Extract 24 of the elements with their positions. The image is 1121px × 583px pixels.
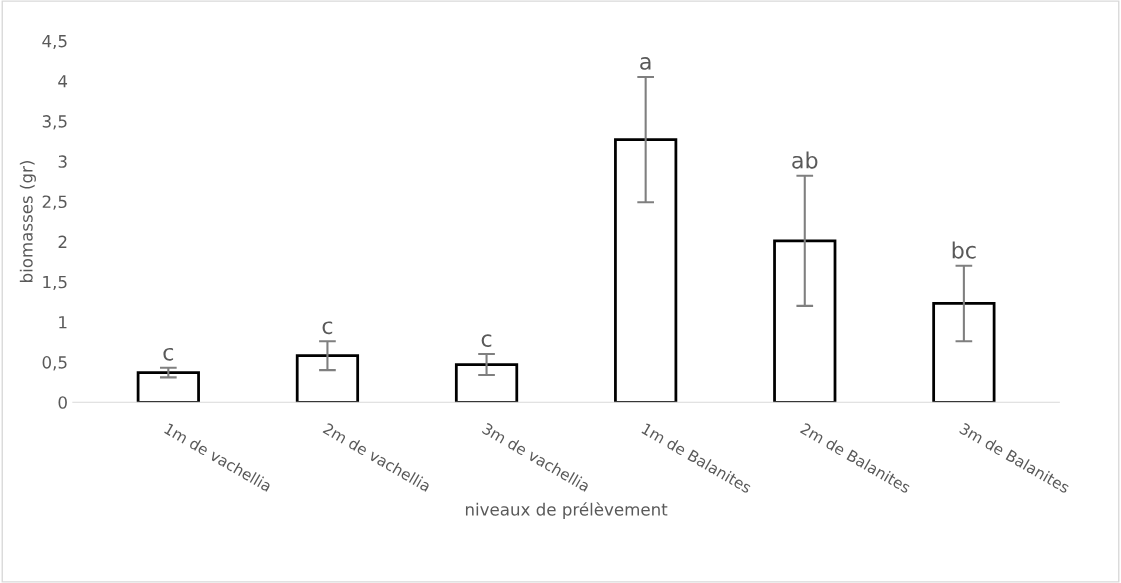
bar xyxy=(773,239,837,403)
y-axis-title: biomasses (gr) xyxy=(19,161,36,282)
bar xyxy=(295,354,360,403)
x-axis-title: niveaux de prélèvement xyxy=(465,502,668,519)
bar xyxy=(614,138,678,403)
annotation: c xyxy=(163,347,174,361)
y-tick-label: 4,5 xyxy=(42,34,67,50)
y-tick-label: 1 xyxy=(59,316,67,329)
annotation: a xyxy=(640,57,651,70)
bar xyxy=(932,302,996,403)
annotation: c xyxy=(322,321,333,335)
annotation: bc xyxy=(952,241,976,259)
bar xyxy=(136,371,200,403)
annotation: ab xyxy=(792,151,818,169)
y-tick-label: 2 xyxy=(58,235,67,248)
y-tick-label: 3,5 xyxy=(42,115,67,130)
y-tick-label: 2,5 xyxy=(42,195,67,210)
y-tick-label: 1,5 xyxy=(43,275,67,291)
y-tick-label: 3 xyxy=(58,155,67,168)
y-tick-label: 0 xyxy=(58,396,67,409)
bar xyxy=(454,363,519,403)
y-tick-label: 0,5 xyxy=(42,356,67,371)
y-tick-label: 4 xyxy=(58,75,68,88)
annotation: c xyxy=(481,334,492,347)
